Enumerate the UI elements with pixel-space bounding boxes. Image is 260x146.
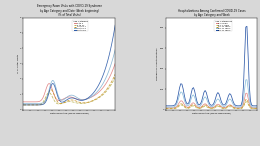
X-axis label: Date Reported (week beginning): Date Reported (week beginning)	[192, 113, 231, 114]
Y-axis label: % of Total Visits: % of Total Visits	[18, 54, 19, 73]
Title: Emergency Room Visits with COVID-19 Syndrome
by Age Category and Date (Week begi: Emergency Room Visits with COVID-19 Synd…	[37, 4, 102, 17]
X-axis label: Date Reported (week beginning): Date Reported (week beginning)	[50, 113, 89, 114]
Y-axis label: Number of Hospitalizations: Number of Hospitalizations	[157, 47, 158, 80]
Legend: 0-4 Years, 5-11 Years, 12-17 Years, 18-17 Years, 18-17 Years: 0-4 Years, 5-11 Years, 12-17 Years, 18-1…	[214, 20, 232, 31]
Legend: 0 to 4, 5 to 11, 12 to 17, 18 to 24, 25 to 64: 0 to 4, 5 to 11, 12 to 17, 18 to 24, 25 …	[72, 20, 88, 31]
Title: Hospitalizations Among Confirmed COVID-19 Cases
by Age Category and Week: Hospitalizations Among Confirmed COVID-1…	[178, 9, 245, 17]
